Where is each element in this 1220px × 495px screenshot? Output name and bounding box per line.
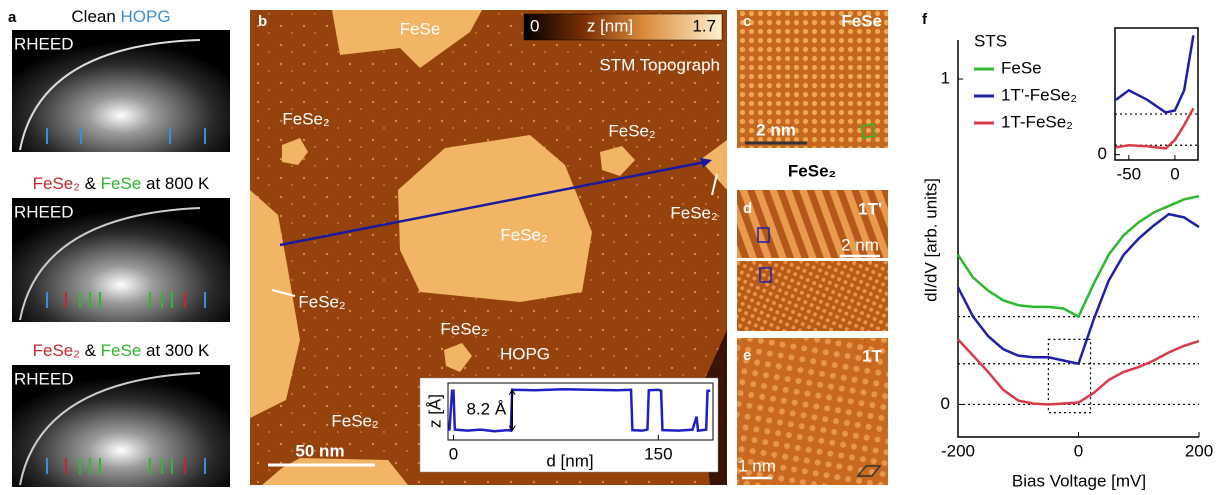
caption: STM Topograph	[599, 55, 720, 74]
figure: a Clean HOPG RHEED FeSe₂ & FeSe at 800 K RHE…	[0, 0, 1220, 495]
title-segment: FeSe₂	[33, 174, 80, 193]
panel-label: c	[743, 13, 751, 30]
scale-bar-label: 2 nm	[841, 235, 879, 254]
annotation: 8.2 Å	[466, 400, 506, 419]
region-label: HOPG	[500, 344, 550, 363]
title-segment: HOPG	[121, 7, 171, 26]
x-tick-label: 0	[1170, 164, 1179, 183]
region-label: FeSe₂	[331, 411, 378, 430]
title-segment: FeSe₂	[33, 341, 80, 360]
title-segment: &	[80, 341, 101, 360]
x-tick-label: -50	[1117, 164, 1142, 183]
y-tick-label: 0	[1098, 144, 1107, 163]
y-tick-label: 0	[941, 394, 950, 413]
panel-title: FeSe	[841, 11, 882, 30]
image-title: FeSe₂ & FeSe at 800 K	[33, 174, 210, 193]
region-label: FeSe₂	[440, 319, 487, 338]
title-segment: at 800 K	[141, 174, 210, 193]
scale-bar-label: 50 nm	[295, 441, 344, 460]
colorbar-min: 0	[530, 16, 539, 35]
title-segment: FeSe	[101, 174, 142, 193]
region-label: FeSe	[400, 19, 441, 38]
legend-label: 1T-FeSe₂	[1001, 112, 1073, 131]
image-title: FeSe₂ & FeSe at 300 K	[33, 341, 210, 360]
panel-label: d	[743, 200, 752, 217]
badge: RHEED	[14, 202, 74, 221]
x-tick-label: 0	[1074, 441, 1083, 460]
x-tick-label: -200	[941, 441, 975, 460]
data-line	[958, 214, 1199, 364]
y-axis-label: z [Å]	[425, 394, 444, 428]
title-segment: Clean	[71, 7, 120, 26]
panel-label: a	[8, 9, 17, 26]
title-segment: &	[80, 174, 101, 193]
region-label: FeSe₂	[500, 225, 547, 244]
y-tick-label: 1	[941, 69, 950, 88]
colorbar-label: z [nm]	[587, 16, 633, 35]
title-segment: at 300 K	[141, 341, 210, 360]
x-tick-label: 150	[644, 444, 672, 463]
region-label: FeSe₂	[608, 121, 655, 140]
data-line	[958, 339, 1199, 404]
heading: FeSe₂	[788, 161, 836, 180]
region-label: FeSe₂	[282, 109, 329, 128]
x-axis-label: Bias Voltage [mV]	[1012, 471, 1146, 490]
panel-title: 1T'	[858, 199, 882, 218]
y-axis-label: dI/dV [arb. units]	[921, 178, 940, 302]
title-segment: FeSe	[101, 341, 142, 360]
x-axis-label: d [nm]	[546, 451, 593, 470]
scale-bar-label: 1 nm	[738, 456, 776, 475]
legend-title: STS	[974, 31, 1007, 50]
badge: RHEED	[14, 369, 74, 388]
image-title: Clean HOPG	[71, 7, 170, 26]
badge: RHEED	[14, 34, 74, 53]
scale-bar-label: 2 nm	[756, 120, 796, 139]
legend-label: FeSe	[1001, 58, 1042, 77]
region-label: FeSe₂	[298, 292, 345, 311]
rheed-images	[12, 30, 230, 487]
data-line	[958, 196, 1199, 316]
panel-title: 1T	[862, 346, 882, 365]
x-tick-label: 0	[449, 444, 458, 463]
panel-label: b	[258, 13, 267, 30]
panel-label: f	[922, 11, 928, 28]
panel-label: e	[743, 347, 751, 364]
sts-frame	[958, 28, 1199, 437]
region-label: FeSe₂	[670, 203, 717, 222]
colorbar-max: 1.7	[692, 16, 716, 35]
x-tick-label: 200	[1185, 441, 1213, 460]
legend-label: 1T'-FeSe₂	[1001, 85, 1077, 104]
